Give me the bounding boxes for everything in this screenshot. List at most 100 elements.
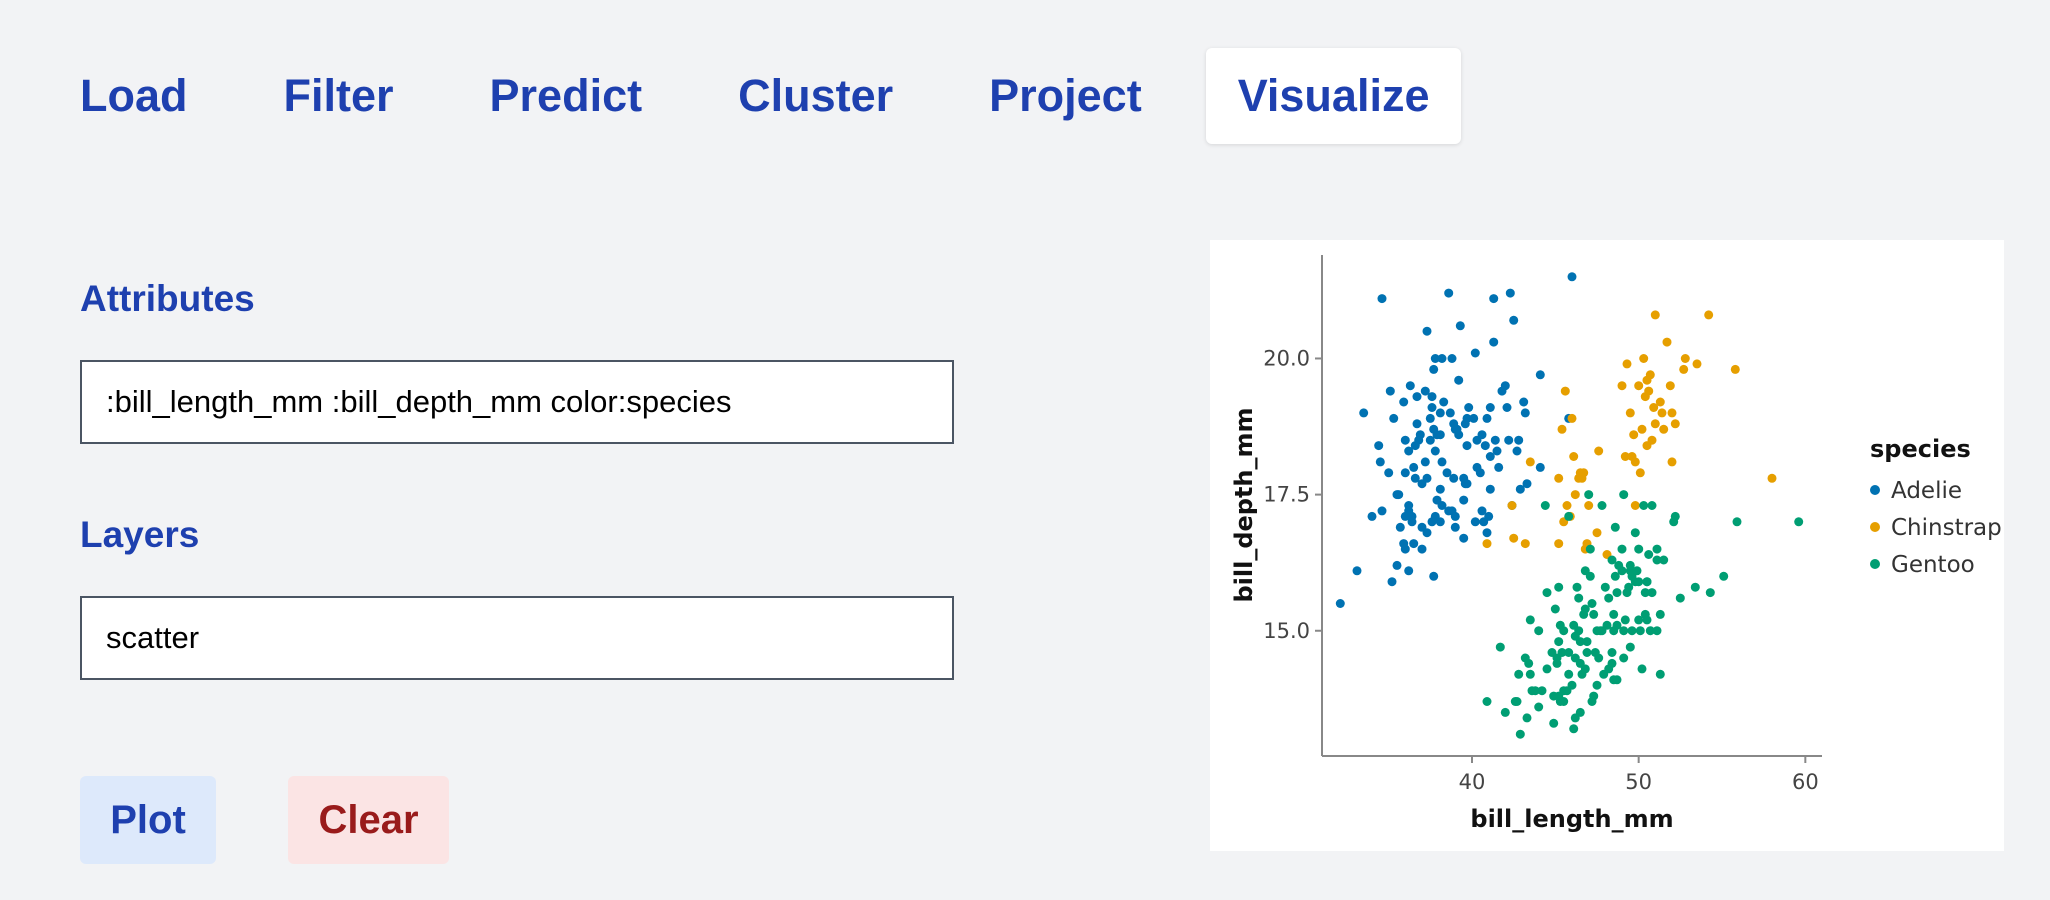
point-adelie-46 [1427,392,1437,402]
point-gentoo-92 [1645,626,1655,636]
point-adelie-75 [1459,533,1469,543]
y-tick-label: 20.0 [1263,346,1310,370]
point-chinstrap-54 [1730,364,1740,374]
point-chinstrap-13 [1569,452,1579,461]
point-adelie-67 [1449,473,1459,483]
attributes-input[interactable] [80,360,954,444]
point-gentoo-113 [1597,501,1607,510]
point-adelie-95 [1485,403,1495,412]
point-chinstrap-47 [1667,457,1677,467]
point-adelie-56 [1435,408,1445,418]
tab-cluster[interactable]: Cluster [738,70,894,121]
clear-button[interactable]: Clear [288,776,449,864]
point-adelie-83 [1470,517,1480,527]
point-gentoo-98 [1659,555,1669,565]
point-adelie-36 [1417,544,1427,554]
point-adelie-109 [1515,484,1525,494]
point-adelie-93 [1485,484,1495,494]
y-axis-title: bill_depth_mm [1230,407,1258,602]
point-chinstrap-43 [1657,408,1667,418]
point-gentoo-75 [1624,582,1634,592]
point-gentoo-84 [1634,577,1644,587]
point-adelie-104 [1504,435,1514,445]
point-adelie-66 [1447,354,1457,363]
tab-predict[interactable]: Predict [489,70,643,121]
point-adelie-29 [1410,473,1420,483]
point-gentoo-128 [1655,609,1665,619]
point-adelie-60 [1439,397,1449,407]
point-gentoo-71 [1619,653,1629,663]
point-gentoo-86 [1637,664,1647,674]
point-gentoo-116 [1617,544,1627,554]
point-adelie-6 [1377,294,1387,304]
point-adelie-31 [1412,392,1422,402]
point-gentoo-16 [1542,588,1552,598]
point-adelie-3 [1367,511,1377,521]
point-gentoo-60 [1604,593,1614,603]
point-chinstrap-5 [1554,473,1564,483]
plot-button[interactable]: Plot [80,776,216,864]
point-gentoo-13 [1534,702,1544,712]
point-adelie-97 [1489,294,1499,304]
point-chinstrap-27 [1625,408,1635,418]
point-chinstrap-7 [1557,424,1567,434]
point-chinstrap-48 [1667,408,1677,418]
point-adelie-72 [1454,430,1464,440]
point-gentoo-114 [1619,490,1629,500]
point-adelie-48 [1429,571,1439,581]
point-chinstrap-29 [1629,430,1639,440]
point-chinstrap-9 [1560,386,1570,396]
point-adelie-105 [1505,288,1515,298]
layers-input[interactable] [80,596,954,680]
point-gentoo-62 [1607,555,1617,565]
point-adelie-90 [1480,441,1490,451]
point-adelie-113 [1535,462,1545,472]
point-chinstrap-3 [1520,539,1530,549]
point-adelie-9 [1385,386,1395,396]
point-gentoo-125 [1639,501,1649,510]
tab-visualize[interactable]: Visualize [1205,48,1462,144]
chart-panel: 40 50 60 15.0 17.5 20.0 bill_length_mm bill_… [1210,240,2004,851]
point-gentoo-5 [1514,669,1524,679]
point-adelie-106 [1509,315,1519,325]
point-adelie-44 [1427,403,1437,412]
point-gentoo-130 [1547,648,1557,657]
point-adelie-82 [1469,413,1479,423]
point-adelie-79 [1462,441,1472,451]
point-gentoo-99 [1652,626,1662,636]
point-adelie-84 [1470,348,1480,358]
layers-label: Layers [80,514,200,555]
point-chinstrap-51 [1680,354,1690,363]
point-gentoo-82 [1632,566,1642,576]
point-gentoo-104 [1705,588,1715,598]
point-gentoo-97 [1655,669,1665,679]
point-gentoo-126 [1610,522,1620,532]
point-chinstrap-46 [1665,381,1675,391]
point-gentoo-66 [1610,571,1620,581]
point-adelie-27 [1409,462,1419,472]
point-gentoo-131 [1585,544,1595,554]
point-chinstrap-22 [1592,528,1602,538]
point-gentoo-26 [1557,648,1567,657]
point-gentoo-124 [1625,642,1635,652]
point-gentoo-129 [1555,620,1565,630]
point-gentoo-39 [1574,626,1584,636]
tab-load[interactable]: Load [80,70,188,121]
point-chinstrap-56 [1650,310,1660,320]
point-adelie-4 [1374,441,1384,451]
point-adelie-10 [1387,577,1397,587]
point-chinstrap-10 [1562,501,1572,510]
tab-bar: Load Filter Predict Cluster Project Visu… [48,48,1493,144]
legend-label-gentoo: Gentoo [1891,552,1975,578]
point-gentoo-101 [1670,511,1680,521]
point-chinstrap-24 [1617,381,1627,391]
legend-swatch-gentoo [1870,559,1880,569]
point-gentoo-89 [1642,615,1652,625]
point-adelie-24 [1405,381,1415,391]
tab-filter[interactable]: Filter [283,70,394,121]
point-gentoo-23 [1554,637,1564,647]
point-gentoo-127 [1599,669,1609,679]
point-gentoo-18 [1549,718,1559,728]
x-tick-label: 50 [1625,770,1652,794]
tab-project[interactable]: Project [989,70,1142,121]
